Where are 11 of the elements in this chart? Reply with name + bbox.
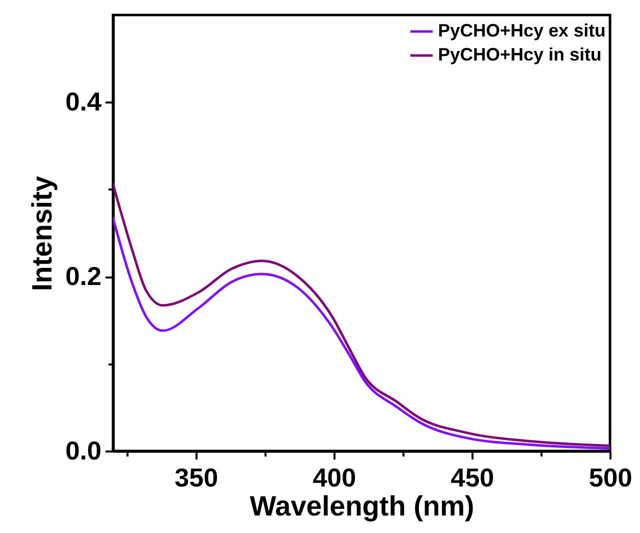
y-tick-label: 0.4 <box>65 86 102 117</box>
x-tick-label: 450 <box>450 462 494 492</box>
legend-label: PyCHO+Hcy in situ <box>438 44 602 64</box>
x-tick-label: 350 <box>174 462 218 492</box>
y-tick-label: 0.2 <box>65 261 102 292</box>
y-tick-label: 0.0 <box>65 436 102 466</box>
legend-label: PyCHO+Hcy ex situ <box>438 20 606 40</box>
x-tick-label: 400 <box>312 462 356 492</box>
x-tick-label: 500 <box>588 462 632 492</box>
y-axis-title: Intensity <box>26 176 58 292</box>
x-axis-title: Wavelength (nm) <box>250 490 474 522</box>
